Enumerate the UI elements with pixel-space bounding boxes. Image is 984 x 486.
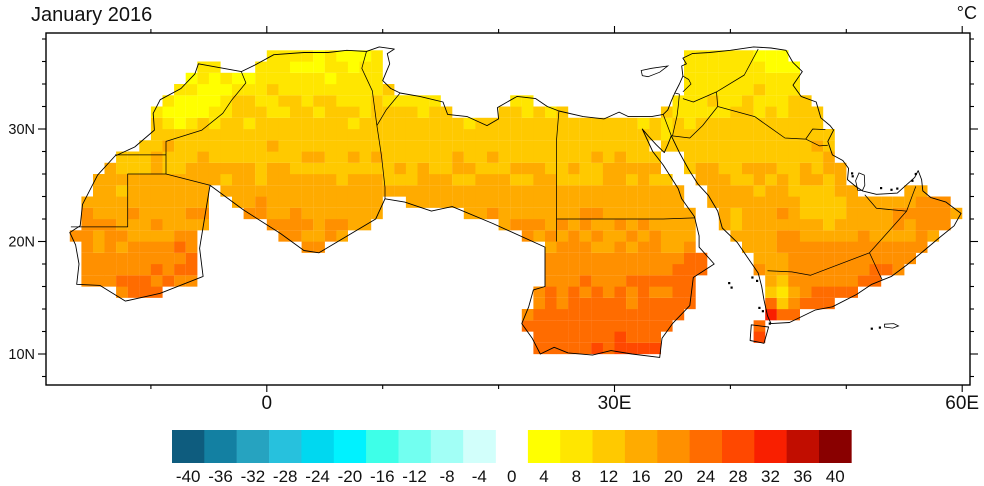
colorbar: -40 -36 -32 -28 -24 -20 -16 -12 -8 -4 0 4 8 12 16 20 24 2… (172, 430, 852, 486)
temperature-cells (69, 50, 963, 355)
plot-title: January 2016 (31, 4, 153, 26)
colorbar-tick-label: 36 (793, 467, 812, 486)
colorbar-tick-label: -12 (402, 467, 427, 486)
lat-tick-label: 20N (8, 235, 35, 251)
colorbar-tick-label: -40 (176, 467, 201, 486)
islet-dots (728, 172, 917, 330)
lon-tick-label: 60E (945, 393, 979, 414)
lat-tick-label: 10N (8, 347, 35, 363)
colorbar-tick-label: 32 (761, 467, 780, 486)
colorbar-tick-label: 4 (539, 467, 548, 486)
colorbar-tick-label: -16 (370, 467, 395, 486)
lon-tick-label: 0 (262, 393, 273, 414)
colorbar-tick-label: -4 (472, 467, 487, 486)
colorbar-tick-label: 0 (507, 467, 516, 486)
colorbar-tick-label: 24 (696, 467, 715, 486)
axes: 0 30E 60E 10N 20N 30N (8, 26, 979, 414)
colorbar-tick-label: -20 (338, 467, 363, 486)
colorbar-tick-label: 16 (632, 467, 651, 486)
lat-tick-label: 30N (8, 122, 35, 138)
colorbar-tick-label: -24 (305, 467, 330, 486)
colorbar-tick-label: 12 (599, 467, 618, 486)
units-label: °C (956, 3, 977, 23)
colorbar-tick-label: -36 (208, 467, 233, 486)
colorbar-tick-label: -32 (241, 467, 266, 486)
colorbar-tick-label: -8 (439, 467, 454, 486)
colorbar-tick-label: -28 (273, 467, 298, 486)
island-outlines (640, 65, 900, 329)
colorbar-tick-label: 8 (572, 467, 581, 486)
coastlines (69, 46, 962, 358)
colorbar-tick-label: 20 (664, 467, 683, 486)
colorbar-tick-label: 28 (729, 467, 748, 486)
country-borders (70, 48, 917, 280)
lon-tick-label: 30E (598, 393, 632, 414)
colorbar-tick-label: 40 (826, 467, 845, 486)
